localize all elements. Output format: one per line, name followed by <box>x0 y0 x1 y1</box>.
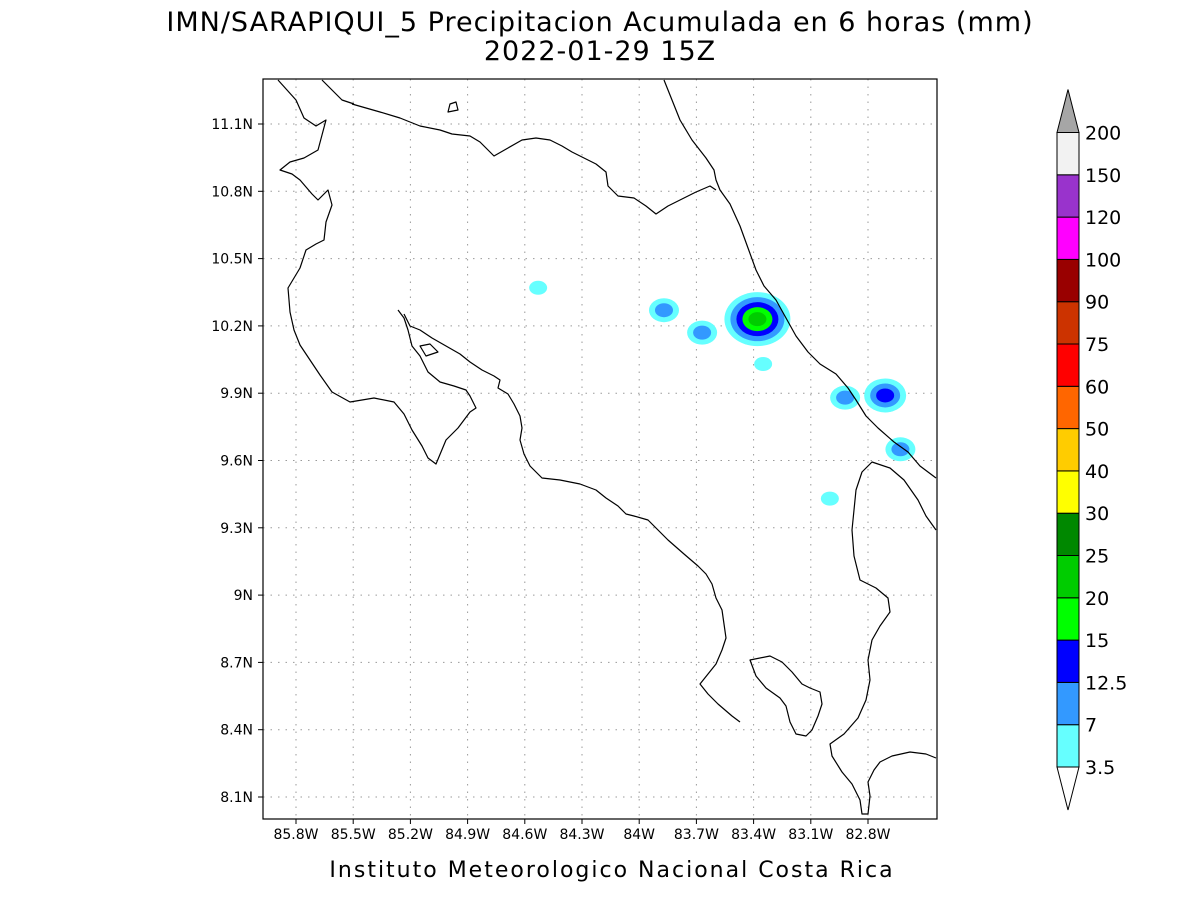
colorbar-swatch <box>1056 512 1080 557</box>
precip-cell <box>820 491 839 506</box>
lon-tick-label: 84.6W <box>502 827 547 843</box>
coastline-border <box>277 79 937 815</box>
osa-peninsula <box>749 655 823 737</box>
nicaragua-lake-shore <box>321 79 355 105</box>
lat-tick-label: 8.1N <box>220 790 253 806</box>
colorbar-label: 15 <box>1085 630 1109 652</box>
precip-contour <box>754 357 773 372</box>
colorbar-swatch <box>1056 216 1080 260</box>
precip-contour <box>693 325 712 340</box>
precip-contour <box>654 303 673 318</box>
precip-contour <box>748 312 767 327</box>
san-juan-river-border <box>351 103 717 215</box>
colorbar-swatch <box>1056 555 1080 599</box>
precip-contour <box>529 280 548 295</box>
colorbar-min-triangle <box>1056 766 1080 811</box>
lat-tick-label: 9N <box>234 588 253 604</box>
precip-cell <box>687 320 718 345</box>
nicaragua-coast <box>277 79 477 465</box>
colorbar-label: 50 <box>1085 419 1109 441</box>
lat-tick-label: 10.8N <box>211 184 253 200</box>
lat-lon-grid <box>258 79 937 824</box>
colorbar-swatch <box>1056 343 1080 387</box>
nicoya-island <box>419 343 439 357</box>
lon-tick-label: 85.5W <box>331 827 376 843</box>
colorbar-label: 40 <box>1085 461 1109 483</box>
panama-border <box>829 461 937 815</box>
lat-tick-label: 9.6N <box>220 454 253 470</box>
colorbar-label: 60 <box>1085 376 1109 398</box>
lat-tick-label: 10.2N <box>211 319 253 335</box>
lon-tick-label: 83.1W <box>788 827 833 843</box>
lon-tick-label: 82.8W <box>845 827 890 843</box>
lat-tick-label: 8.4N <box>220 723 253 739</box>
lon-tick-label: 85.8W <box>273 827 318 843</box>
colorbar-swatch <box>1056 385 1080 430</box>
lon-tick-label: 84W <box>623 827 655 843</box>
colorbar-label: 90 <box>1085 292 1109 314</box>
colorbar-swatch <box>1056 174 1080 218</box>
colorbar-swatch <box>1056 597 1080 641</box>
precip-cell <box>864 378 907 413</box>
title-line-2: 2022-01-29 15Z <box>484 36 716 67</box>
colorbar-label: 3.5 <box>1085 757 1115 779</box>
colorbar-swatch <box>1056 428 1080 472</box>
colorbar-swatch <box>1056 301 1080 345</box>
precipitation-field <box>529 280 916 506</box>
colorbar-label: 100 <box>1085 249 1121 271</box>
precip-contour <box>836 390 855 405</box>
colorbar-label: 7 <box>1085 715 1097 737</box>
map-frame <box>262 78 938 820</box>
lon-tick-label: 83.4W <box>731 827 776 843</box>
colorbar-label: 25 <box>1085 546 1109 568</box>
colorbar-label: 30 <box>1085 503 1109 525</box>
colorbar-label: 150 <box>1085 165 1121 187</box>
lat-tick-label: 10.5N <box>211 252 253 268</box>
lon-tick-label: 83.7W <box>674 827 719 843</box>
precip-cell <box>648 298 679 323</box>
lat-tick-label: 9.9N <box>220 386 253 402</box>
precip-contour <box>891 442 910 457</box>
lon-tick-label: 85.2W <box>388 827 433 843</box>
precip-cell <box>754 357 773 372</box>
colorbar-swatch <box>1056 639 1080 683</box>
lon-tick-label: 84.3W <box>559 827 604 843</box>
lat-tick-label: 9.3N <box>220 521 253 537</box>
colorbar-swatch <box>1056 470 1080 514</box>
colorbar-swatch <box>1056 132 1080 176</box>
title-line-1: IMN/SARAPIQUI_5 Precipitacion Acumulada … <box>166 7 1033 38</box>
colorbar-swatch <box>1056 681 1080 726</box>
precip-cell <box>830 385 861 410</box>
colorbar-label: 120 <box>1085 207 1121 229</box>
colorbar-label: 20 <box>1085 588 1109 610</box>
lat-tick-label: 8.7N <box>220 655 253 671</box>
precip-contour <box>820 491 839 506</box>
precip-contour <box>876 388 895 403</box>
lon-tick-label: 84.9W <box>445 827 490 843</box>
calero-island <box>447 101 459 113</box>
precip-cell <box>885 437 916 462</box>
colorbar-label: 12.5 <box>1085 672 1127 694</box>
colorbar-max-triangle <box>1056 89 1080 133</box>
latitude-tick-labels: 11.1N 10.8N 10.5N 10.2N 9.9N 9.6N 9.3N 9N 8.7N 8.… <box>211 117 253 806</box>
colorbar-swatch <box>1056 724 1080 768</box>
longitude-tick-labels: 85.8W 85.5W 85.2W 84.9W 84.6W 84.3W 84W 83.7W 83… <box>273 827 890 843</box>
footer-credit: Instituto Meteorologico Nacional Costa R… <box>329 858 894 883</box>
colorbar-label: 200 <box>1085 123 1121 145</box>
lat-tick-label: 11.1N <box>211 117 253 133</box>
precip-cell <box>724 292 791 347</box>
colorbar-swatch <box>1056 258 1080 303</box>
nicoya-gulf <box>403 313 741 723</box>
precip-cell <box>529 280 548 295</box>
colorbar-label: 75 <box>1085 334 1109 356</box>
colorbar: 3.5 7 12.5 15 20 25 30 40 50 60 75 90 100 120 150 200 <box>1056 89 1127 811</box>
caribbean-coast <box>663 79 937 479</box>
